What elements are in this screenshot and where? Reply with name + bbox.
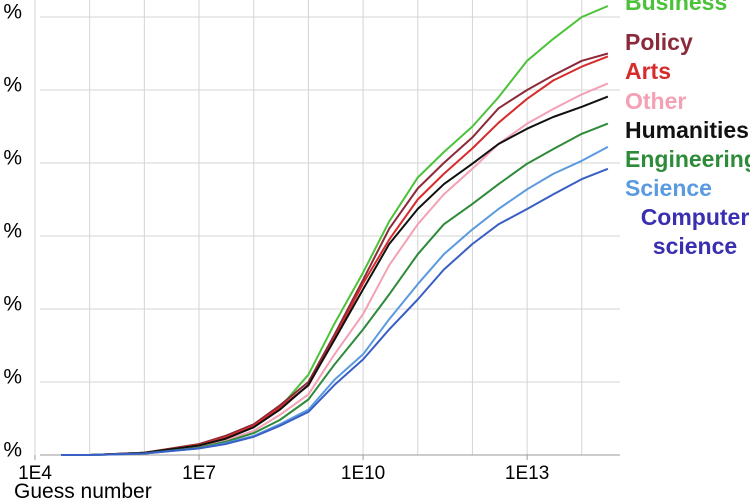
legend-label: Policy	[625, 29, 693, 55]
legend-label: Computer science	[640, 204, 750, 259]
legend-label: Engineering	[625, 146, 750, 172]
legend-label: Science	[625, 175, 712, 201]
series-line	[61, 146, 609, 456]
y-tick-label: %	[3, 366, 22, 389]
x-tick-label: 1E10	[341, 463, 385, 484]
legend-label: Arts	[625, 58, 672, 84]
x-tick-label: 1E4	[18, 463, 52, 484]
y-tick-label: %	[3, 1, 22, 24]
y-tick-label: %	[3, 74, 22, 97]
series-line	[61, 52, 609, 456]
x-axis-label: Guess number	[14, 480, 152, 500]
legend-label: Other	[625, 88, 687, 114]
y-tick-label: %	[3, 147, 22, 170]
series-line	[61, 95, 609, 456]
series-line	[61, 122, 609, 456]
series-line	[61, 5, 609, 456]
y-tick-label: %	[3, 220, 22, 243]
legend-label: Humanities	[625, 117, 749, 143]
x-tick-label: 1E7	[182, 463, 216, 484]
y-tick-label: %	[3, 293, 22, 316]
x-tick-label: 1E13	[505, 463, 549, 484]
series-line	[61, 82, 609, 456]
y-tick-label: %	[3, 439, 22, 462]
series-line	[61, 167, 609, 456]
legend-label: Business	[625, 0, 728, 15]
series-line	[61, 55, 609, 456]
